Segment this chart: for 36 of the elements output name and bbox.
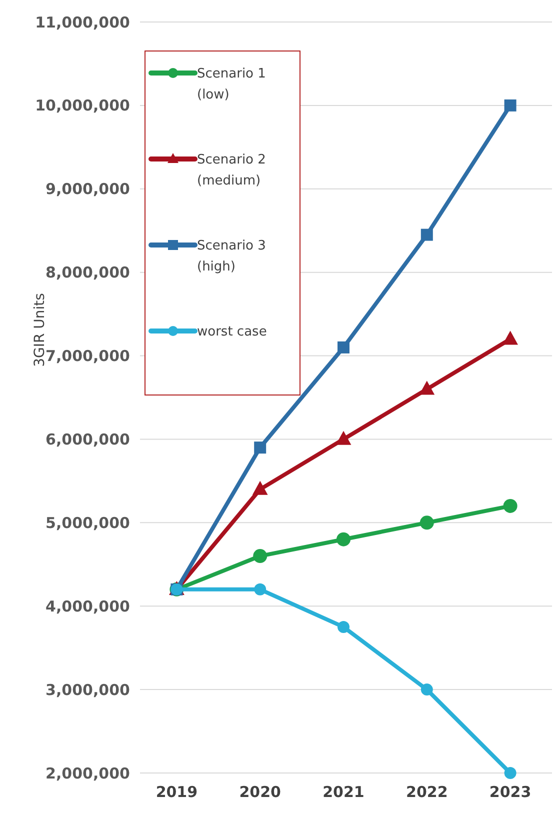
legend-label: Scenario 1 (low) [197,66,266,102]
y-tick-label: 4,000,000 [46,597,130,616]
point [252,480,268,495]
point [254,583,266,596]
point [336,532,350,546]
legend-label: Scenario 3 (high) [197,238,266,274]
x-tick-label: 2023 [489,783,532,801]
point [502,330,518,345]
x-tick-label: 2022 [406,783,448,801]
point [504,99,516,112]
x-tick-label: 2019 [156,783,198,801]
y-tick-label: 6,000,000 [46,430,130,448]
point [419,380,435,395]
y-tick-label: 7,000,000 [46,347,130,366]
point [338,341,350,354]
x-tick-label: 2020 [239,783,281,801]
point [504,767,516,779]
y-tick-label: 5,000,000 [46,514,130,532]
point [253,549,268,564]
point [420,228,433,241]
point [420,684,433,696]
y-tick-label: 2,000,000 [46,764,130,782]
point [336,430,352,445]
y-tick-label: 10,000,000 [35,96,130,115]
y-tick-label: 11,000,000 [35,13,130,32]
y-tick-label: 8,000,000 [46,264,130,282]
point [503,498,518,513]
y-axis-title: 3GIR Units [32,293,48,367]
x-tick-label: 2021 [322,783,364,801]
point [338,620,350,633]
y-tick-label: 3,000,000 [46,680,130,699]
legend-label: worst case [197,324,267,340]
legend-label: Scenario 2 (medium) [197,152,266,188]
point [254,442,266,454]
point [420,516,434,530]
y-tick-label: 9,000,000 [46,180,130,198]
